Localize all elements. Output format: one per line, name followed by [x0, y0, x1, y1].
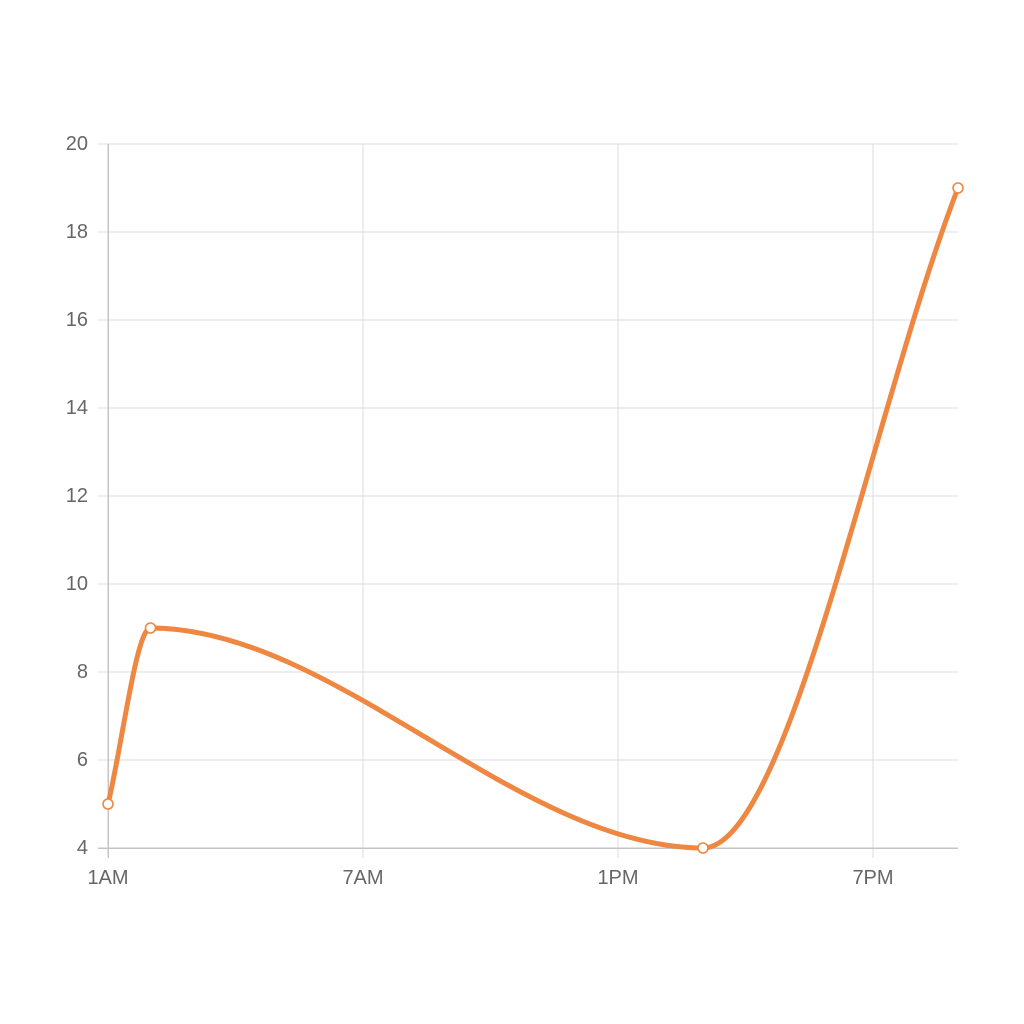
y-tick-label: 8 — [77, 661, 88, 683]
x-tick-label: 1PM — [597, 867, 638, 889]
y-tick-label: 6 — [77, 749, 88, 771]
x-tick-label: 7PM — [852, 867, 893, 889]
vertical-gridlines — [107, 144, 874, 858]
y-axis-tick-labels: 4 6 8 10 12 14 16 18 20 — [66, 133, 88, 859]
data-point[interactable] — [697, 842, 709, 854]
y-tick-label: 18 — [66, 221, 88, 243]
data-point[interactable] — [144, 622, 157, 634]
y-tick-label: 20 — [66, 133, 88, 155]
data-point[interactable] — [952, 182, 964, 194]
x-tick-label: 7AM — [342, 867, 383, 889]
data-points — [102, 182, 964, 854]
y-tick-label: 4 — [77, 837, 88, 859]
horizontal-gridlines — [98, 143, 958, 849]
axes — [98, 144, 958, 858]
y-tick-label: 16 — [66, 309, 88, 331]
y-tick-label: 10 — [66, 573, 88, 595]
y-tick-label: 12 — [66, 485, 88, 507]
series-layer — [105, 185, 961, 851]
y-tick-label: 14 — [66, 397, 88, 419]
x-tick-label: 1AM — [87, 867, 128, 889]
x-axis-tick-labels: 1AM 7AM 1PM 7PM — [87, 867, 893, 889]
series-line — [105, 185, 961, 851]
data-point[interactable] — [102, 798, 114, 810]
